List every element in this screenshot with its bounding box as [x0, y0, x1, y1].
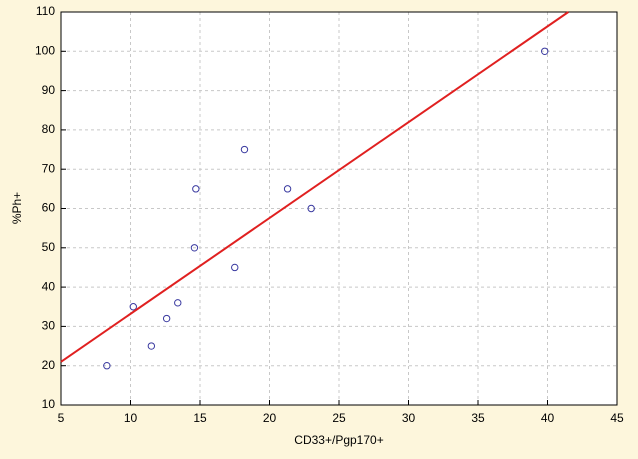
- x-axis-label: CD33+/Pgp170+: [294, 433, 383, 447]
- y-tick-label: 20: [42, 358, 56, 372]
- y-tick-label: 110: [36, 4, 55, 18]
- data-point: [541, 47, 549, 55]
- x-tick-label: 25: [332, 411, 346, 425]
- data-point: [162, 314, 171, 323]
- data-point: [240, 145, 249, 154]
- data-point: [307, 204, 315, 213]
- data-point: [283, 185, 292, 193]
- data-point: [147, 342, 156, 350]
- data-point: [231, 263, 239, 272]
- y-tick-label: 50: [42, 240, 56, 254]
- x-tick-label: 45: [610, 411, 624, 425]
- x-tick-label: 40: [541, 411, 555, 425]
- y-tick-label: 90: [42, 83, 56, 97]
- data-point: [129, 303, 137, 311]
- y-tick-label: 80: [42, 122, 56, 136]
- x-tick-label: 15: [193, 411, 207, 425]
- y-tick-label: 10: [42, 397, 56, 411]
- x-tick-label: 30: [402, 411, 416, 425]
- plot-frame: [60, 11, 618, 406]
- x-tick-label: 10: [124, 411, 138, 425]
- y-tick-label: 30: [42, 319, 56, 333]
- data-point: [190, 244, 199, 252]
- x-tick-label: 20: [263, 411, 277, 425]
- y-tick-label: 40: [42, 279, 56, 293]
- data-point: [192, 185, 200, 193]
- data-point: [103, 362, 111, 370]
- fit-line: [60, 11, 569, 363]
- y-tick-label: 70: [42, 161, 56, 175]
- y-tick-label: 100: [35, 43, 55, 57]
- data-point: [174, 299, 182, 307]
- y-axis-label: %Ph+: [10, 192, 24, 224]
- y-tick-label: 60: [42, 201, 56, 215]
- x-tick-label: 35: [471, 411, 485, 425]
- x-tick-label: 5: [58, 411, 65, 425]
